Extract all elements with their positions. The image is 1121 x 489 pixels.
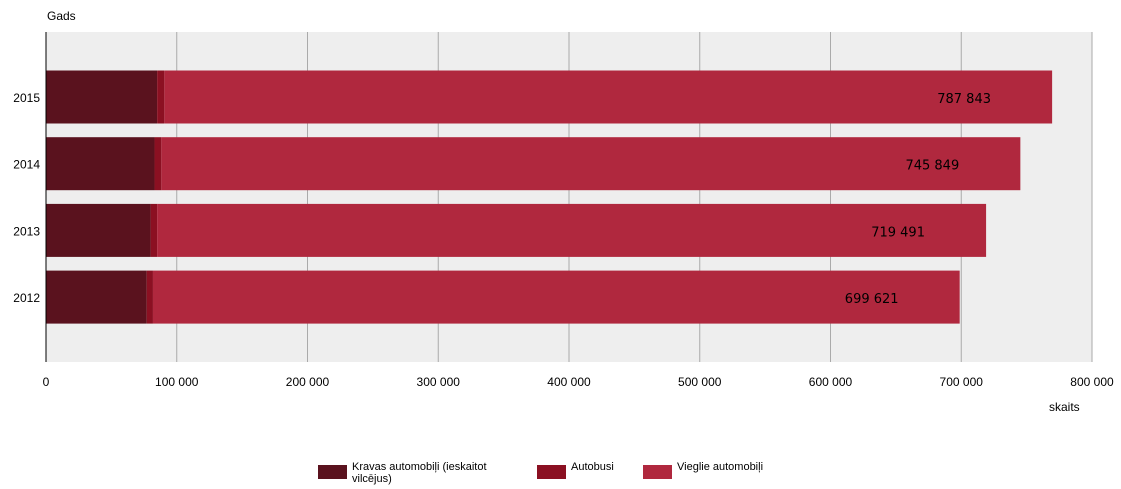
x-axis-title: skaits — [1049, 400, 1080, 414]
x-tick-label: 200 000 — [286, 375, 330, 389]
x-tick-label: 700 000 — [940, 375, 984, 389]
bar-segment — [157, 70, 165, 124]
data-label: 699 621 — [845, 292, 899, 307]
bar-segment — [150, 203, 158, 257]
x-tick-label: 100 000 — [155, 375, 199, 389]
bar-segment — [46, 270, 147, 324]
data-labels: 787 843 745 849 719 491 699 621 — [845, 92, 991, 307]
bar-segment — [152, 270, 960, 324]
data-label: 745 849 — [905, 159, 959, 174]
legend-swatch — [318, 465, 347, 479]
bar-segment — [157, 203, 987, 257]
data-label: 719 491 — [871, 225, 925, 240]
bar-segment — [164, 70, 1053, 124]
x-tick-label: 600 000 — [809, 375, 853, 389]
data-label: 787 843 — [937, 92, 991, 107]
legend-swatch — [643, 465, 672, 479]
y-axis-title: Gads — [47, 9, 76, 23]
x-tick-label: 800 000 — [1070, 375, 1114, 389]
x-tick-label: 300 000 — [417, 375, 461, 389]
y-tick-label: 2012 — [13, 291, 40, 305]
x-tick-label: 400 000 — [547, 375, 591, 389]
bars — [46, 70, 1053, 324]
bar-segment — [46, 70, 158, 124]
y-tick-labels: 2015 2014 2013 2012 — [13, 91, 40, 305]
y-tick-label: 2014 — [13, 158, 40, 172]
bar-segment — [161, 137, 1021, 191]
y-tick-label: 2013 — [13, 224, 40, 238]
bar-segment — [46, 203, 151, 257]
legend-label: Vieglie automobiļi — [677, 461, 763, 473]
legend-label: Autobusi — [571, 461, 614, 473]
legend-swatch — [537, 465, 566, 479]
x-tick-label: 0 — [43, 375, 50, 389]
bar-segment — [46, 137, 155, 191]
legend-label: Kravas automobiļi (ieskaitot vilcējus) — [352, 461, 487, 485]
x-tick-label: 500 000 — [678, 375, 722, 389]
x-tick-labels: 0 100 000 200 000 300 000 400 000 500 000 600 … — [43, 375, 1114, 389]
bar-segment — [146, 270, 153, 324]
bar-segment — [154, 137, 162, 191]
y-tick-label: 2015 — [13, 91, 40, 105]
legend: Kravas automobiļi (ieskaitot vilcējus) Aut… — [318, 461, 763, 485]
